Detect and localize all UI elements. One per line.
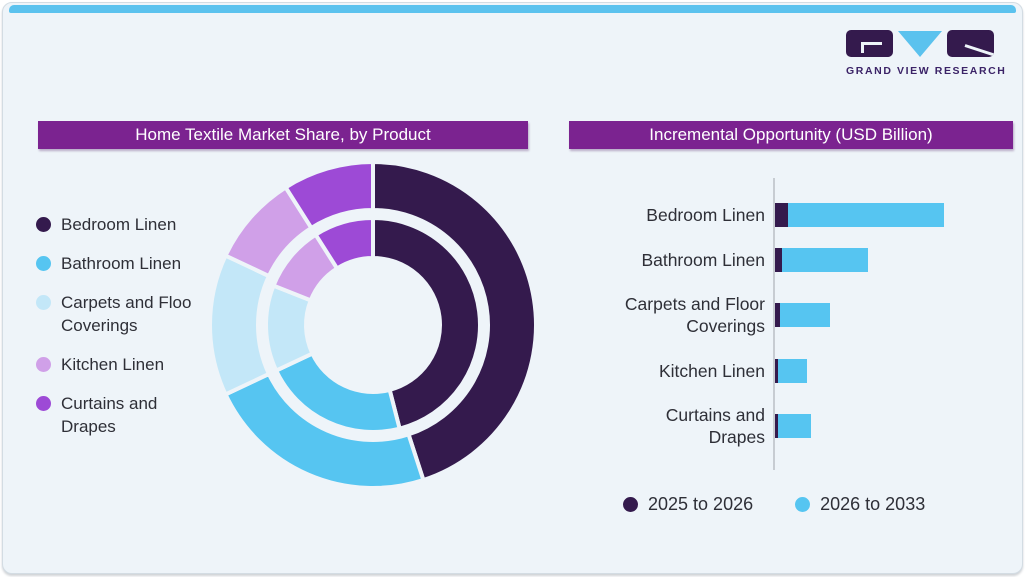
bar-segment — [775, 248, 782, 272]
legend-label: Kitchen Linen — [61, 355, 165, 374]
bar-row: Bathroom Linen — [593, 247, 1023, 273]
donut-chart-svg — [208, 159, 538, 490]
bar-track — [775, 248, 868, 272]
legend-swatch-icon — [36, 295, 51, 310]
legend-swatch-icon — [36, 357, 51, 372]
legend-swatch-icon — [795, 496, 811, 512]
bar-track — [775, 203, 944, 227]
logo-blocks — [846, 30, 994, 58]
bar-row: Curtains and Drapes — [593, 403, 1023, 449]
bar-legend-item: 2025 to 2026 — [623, 493, 753, 515]
bar-row: Carpets and Floor Coverings — [593, 292, 1023, 338]
incremental-opportunity-bar-chart: Bedroom Linen Bathroom Linen Carpets and F… — [593, 178, 1023, 473]
donut-chart — [208, 159, 538, 490]
bar-segment — [777, 359, 807, 383]
top-accent-strip — [9, 5, 1016, 13]
bar-category-label: Curtains and Drapes — [665, 405, 765, 447]
bar-chart-axis-line — [773, 178, 775, 470]
legend-swatch-icon — [623, 496, 638, 512]
logo-g-icon — [846, 30, 893, 57]
bar-segment — [780, 303, 830, 327]
bar-chart-legend: 2025 to 2026 2026 to 2033 — [623, 493, 925, 515]
legend-swatch-icon — [36, 217, 51, 232]
donut-segment — [312, 215, 375, 272]
bar-segment — [782, 248, 868, 272]
donut-segment — [208, 252, 272, 398]
bar-chart-title: Incremental Opportunity (USD Billion) — [569, 121, 1013, 149]
donut-legend-item: Bedroom Linen — [36, 213, 216, 236]
legend-swatch-icon — [36, 256, 51, 271]
bar-segment — [778, 414, 811, 438]
legend-label: Curtains and Drapes — [61, 394, 158, 436]
legend-swatch-icon — [36, 396, 51, 411]
bar-category-label: Kitchen Linen — [658, 361, 765, 381]
logo-r-detail — [964, 44, 994, 57]
legend-label: Bathroom Linen — [61, 254, 182, 273]
bar-category-label: Carpets and Floor Coverings — [624, 294, 765, 336]
donut-segment — [371, 159, 538, 483]
donut-segment — [371, 215, 482, 432]
donut-legend-item: Curtains and Drapes — [36, 392, 216, 438]
bar-legend-item: 2026 to 2033 — [795, 493, 925, 515]
donut-legend-item: Bathroom Linen — [36, 252, 216, 275]
donut-chart-title: Home Textile Market Share, by Product — [38, 121, 528, 149]
legend-label: Bedroom Linen — [61, 215, 177, 234]
donut-legend-item: Carpets and Floo Coverings — [36, 291, 216, 337]
bar-segment — [775, 303, 780, 327]
legend-label: 2026 to 2033 — [820, 494, 926, 514]
grand-view-research-logo: GRAND VIEW RESEARCH — [846, 30, 1007, 77]
bar-category-label: Bathroom Linen — [641, 250, 765, 270]
logo-r-icon — [947, 30, 994, 57]
legend-label: Carpets and Floo Coverings — [61, 293, 192, 335]
bar-row: Kitchen Linen — [593, 358, 1023, 384]
donut-segment — [282, 159, 375, 231]
donut-legend: Bedroom Linen Bathroom Linen Carpets and F… — [36, 213, 216, 438]
bar-segment — [788, 203, 944, 227]
logo-g-detail — [861, 42, 883, 46]
logo-v-icon — [898, 31, 942, 57]
bar-track — [775, 414, 811, 438]
donut-legend-item: Kitchen Linen — [36, 353, 216, 376]
bar-category-label: Bedroom Linen — [646, 205, 765, 225]
bar-segment — [775, 359, 778, 383]
bar-track — [775, 303, 830, 327]
bar-row: Bedroom Linen — [593, 202, 1023, 228]
bar-segment — [775, 203, 788, 227]
legend-label: 2025 to 2026 — [648, 494, 754, 514]
logo-g-detail — [861, 42, 865, 54]
logo-wordmark: GRAND VIEW RESEARCH — [846, 65, 1007, 77]
bar-segment — [775, 414, 778, 438]
bar-track — [775, 359, 807, 383]
